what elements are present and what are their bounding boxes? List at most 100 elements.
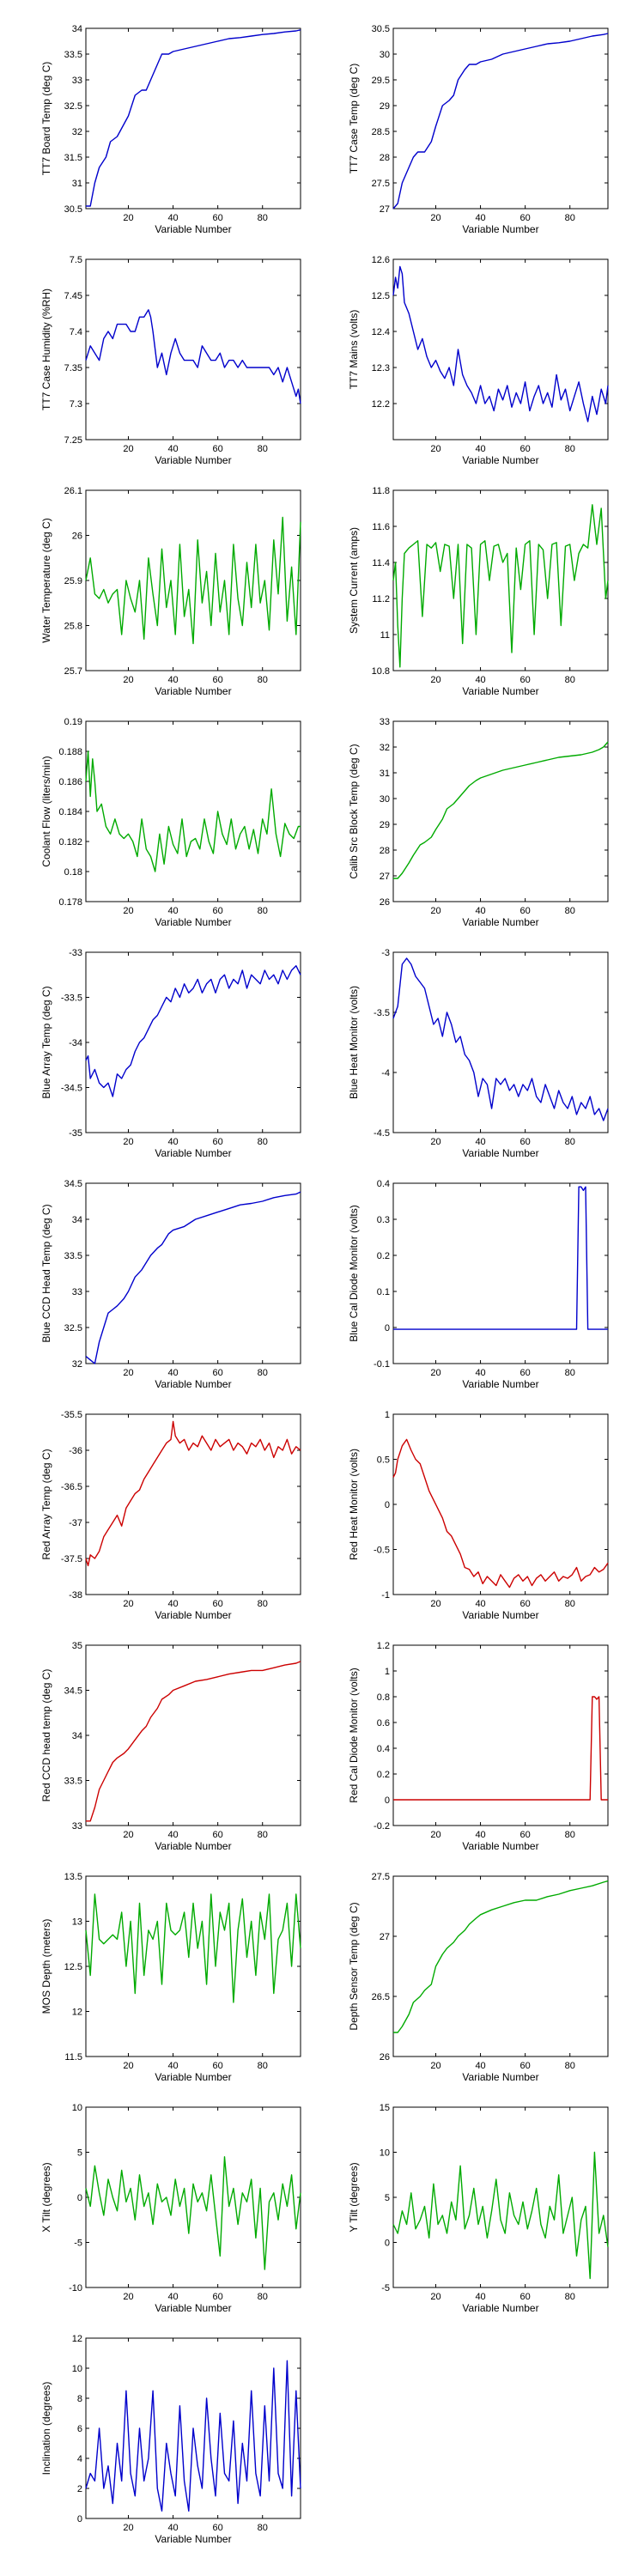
y-tick-label: 0.4	[377, 1744, 390, 1754]
y-axis-label: Blue CCD Head Temp (deg C)	[40, 1204, 52, 1342]
x-tick-label: 60	[213, 906, 223, 916]
y-tick-label: 31.5	[64, 153, 82, 163]
y-tick-label: 1.2	[377, 1641, 390, 1651]
x-tick-label: 80	[258, 1137, 268, 1147]
x-tick-label: 20	[123, 213, 133, 223]
chart-panel: 20 40 60 80 -10 -5 0 5 10 Variable Number X Tilt (…	[40, 2103, 301, 2314]
series-line	[392, 1438, 609, 1589]
x-tick-label: 40	[475, 1830, 485, 1840]
y-axis-label: Y Tilt (degrees)	[348, 2162, 360, 2232]
y-tick-label: 30	[380, 794, 390, 805]
x-axis-label: Variable Number	[462, 685, 538, 697]
y-tick-label: 32.5	[64, 1323, 82, 1334]
series-line	[393, 1880, 609, 2033]
y-axis-label: MOS Depth (meters)	[40, 1919, 52, 2014]
y-tick-label: 33	[72, 1821, 82, 1832]
y-tick-label: 0.4	[377, 1179, 390, 1189]
x-tick-label: 60	[213, 444, 223, 454]
x-tick-label: 40	[167, 444, 178, 454]
series-line	[86, 1661, 301, 1822]
series-line	[393, 741, 609, 879]
y-axis-label: System Current (amps)	[348, 527, 360, 634]
y-axis-label: Red Array Temp (deg C)	[40, 1449, 52, 1559]
x-tick-label: 60	[520, 1830, 531, 1840]
series-line	[85, 964, 301, 1097]
y-tick-label: 26	[72, 532, 82, 542]
x-tick-label: 80	[258, 1599, 268, 1609]
x-tick-label: 20	[430, 906, 440, 916]
y-tick-label: 15	[380, 2103, 390, 2113]
y-tick-label: -36	[69, 1446, 82, 1456]
y-tick-label: 11.4	[372, 558, 390, 568]
x-axis-label: Variable Number	[462, 454, 538, 466]
y-tick-label: 33	[380, 717, 390, 727]
x-tick-label: 40	[167, 2061, 178, 2071]
y-tick-label: -10	[69, 2283, 82, 2293]
y-tick-label: 8	[77, 2394, 82, 2404]
y-tick-label: 35	[72, 1641, 82, 1651]
x-tick-label: 40	[167, 1599, 178, 1609]
y-tick-label: 0.186	[58, 777, 82, 787]
y-tick-label: 26	[380, 2052, 390, 2063]
y-tick-label: 32.5	[64, 101, 82, 112]
x-tick-label: 20	[430, 1368, 440, 1378]
x-tick-label: 60	[213, 2523, 223, 2533]
series-line	[85, 2360, 301, 2512]
y-tick-label: 7.35	[64, 363, 82, 374]
x-tick-label: 40	[167, 2523, 178, 2533]
x-tick-label: 20	[123, 1830, 133, 1840]
x-tick-label: 80	[565, 444, 575, 454]
chart-panel: 20 40 60 80 0 2 4 6 8 10 12 Variable Number Inclinat…	[40, 2334, 301, 2545]
x-axis-label: Variable Number	[155, 1609, 231, 1621]
y-tick-label: 12.4	[372, 327, 390, 337]
y-tick-label: 13.5	[64, 1872, 82, 1882]
y-tick-label: 33	[72, 1287, 82, 1297]
plot-frame	[392, 27, 609, 210]
x-tick-label: 40	[475, 906, 485, 916]
x-tick-label: 20	[123, 1368, 133, 1378]
x-axis-label: Variable Number	[462, 1147, 538, 1159]
x-tick-label: 20	[430, 675, 440, 685]
x-tick-label: 60	[520, 213, 531, 223]
y-tick-label: 2	[77, 2484, 82, 2494]
y-tick-label: 25.9	[64, 576, 82, 586]
x-tick-label: 80	[565, 675, 575, 685]
y-tick-label: -33	[69, 948, 82, 958]
chart-panel: 20 40 60 80 -38 -37.5 -37 -36.5 -36 -35.5 Variable…	[40, 1410, 301, 1621]
y-tick-label: -37	[69, 1518, 82, 1528]
chart-panel: 20 40 60 80 7.25 7.3 7.35 7.4 7.45 7.5 Variable Nu…	[40, 255, 301, 466]
series-line	[85, 2156, 301, 2270]
y-tick-label: 34.5	[64, 1179, 82, 1189]
y-tick-label: 12.2	[372, 399, 390, 410]
y-axis-label: Blue Array Temp (deg C)	[40, 986, 52, 1098]
y-tick-label: 13	[72, 1917, 82, 1928]
y-tick-label: 0	[385, 1795, 390, 1806]
x-tick-label: 20	[123, 1137, 133, 1147]
y-tick-label: 0.8	[377, 1692, 390, 1703]
x-tick-label: 60	[213, 1830, 223, 1840]
series-line	[392, 265, 609, 422]
x-axis-label: Variable Number	[155, 1840, 231, 1852]
series-line	[392, 504, 609, 668]
x-tick-label: 40	[167, 906, 178, 916]
y-tick-label: 10.8	[372, 666, 390, 677]
x-axis-label: Variable Number	[155, 685, 231, 697]
y-tick-label: -0.2	[374, 1821, 390, 1832]
y-tick-label: -34	[69, 1038, 82, 1048]
chart-panel: 20 40 60 80 0.178 0.18 0.182 0.184 0.186 0.188 0.1…	[40, 717, 301, 928]
x-tick-label: 80	[565, 1137, 575, 1147]
x-tick-label: 80	[565, 2292, 575, 2302]
x-tick-label: 80	[258, 2292, 268, 2302]
x-tick-label: 40	[475, 213, 485, 223]
y-tick-label: -4.5	[374, 1128, 390, 1139]
plot-frame	[85, 720, 301, 902]
x-tick-label: 60	[520, 906, 531, 916]
x-tick-label: 60	[520, 2061, 531, 2071]
y-axis-label: Coolant Flow (liters/min)	[40, 756, 52, 866]
x-tick-label: 60	[213, 213, 223, 223]
y-tick-label: 25.7	[64, 666, 82, 677]
plot-frame	[392, 258, 609, 440]
y-axis-label: TT7 Mains (volts)	[348, 310, 360, 390]
y-tick-label: 33.5	[64, 50, 82, 60]
x-tick-label: 80	[565, 1368, 575, 1378]
